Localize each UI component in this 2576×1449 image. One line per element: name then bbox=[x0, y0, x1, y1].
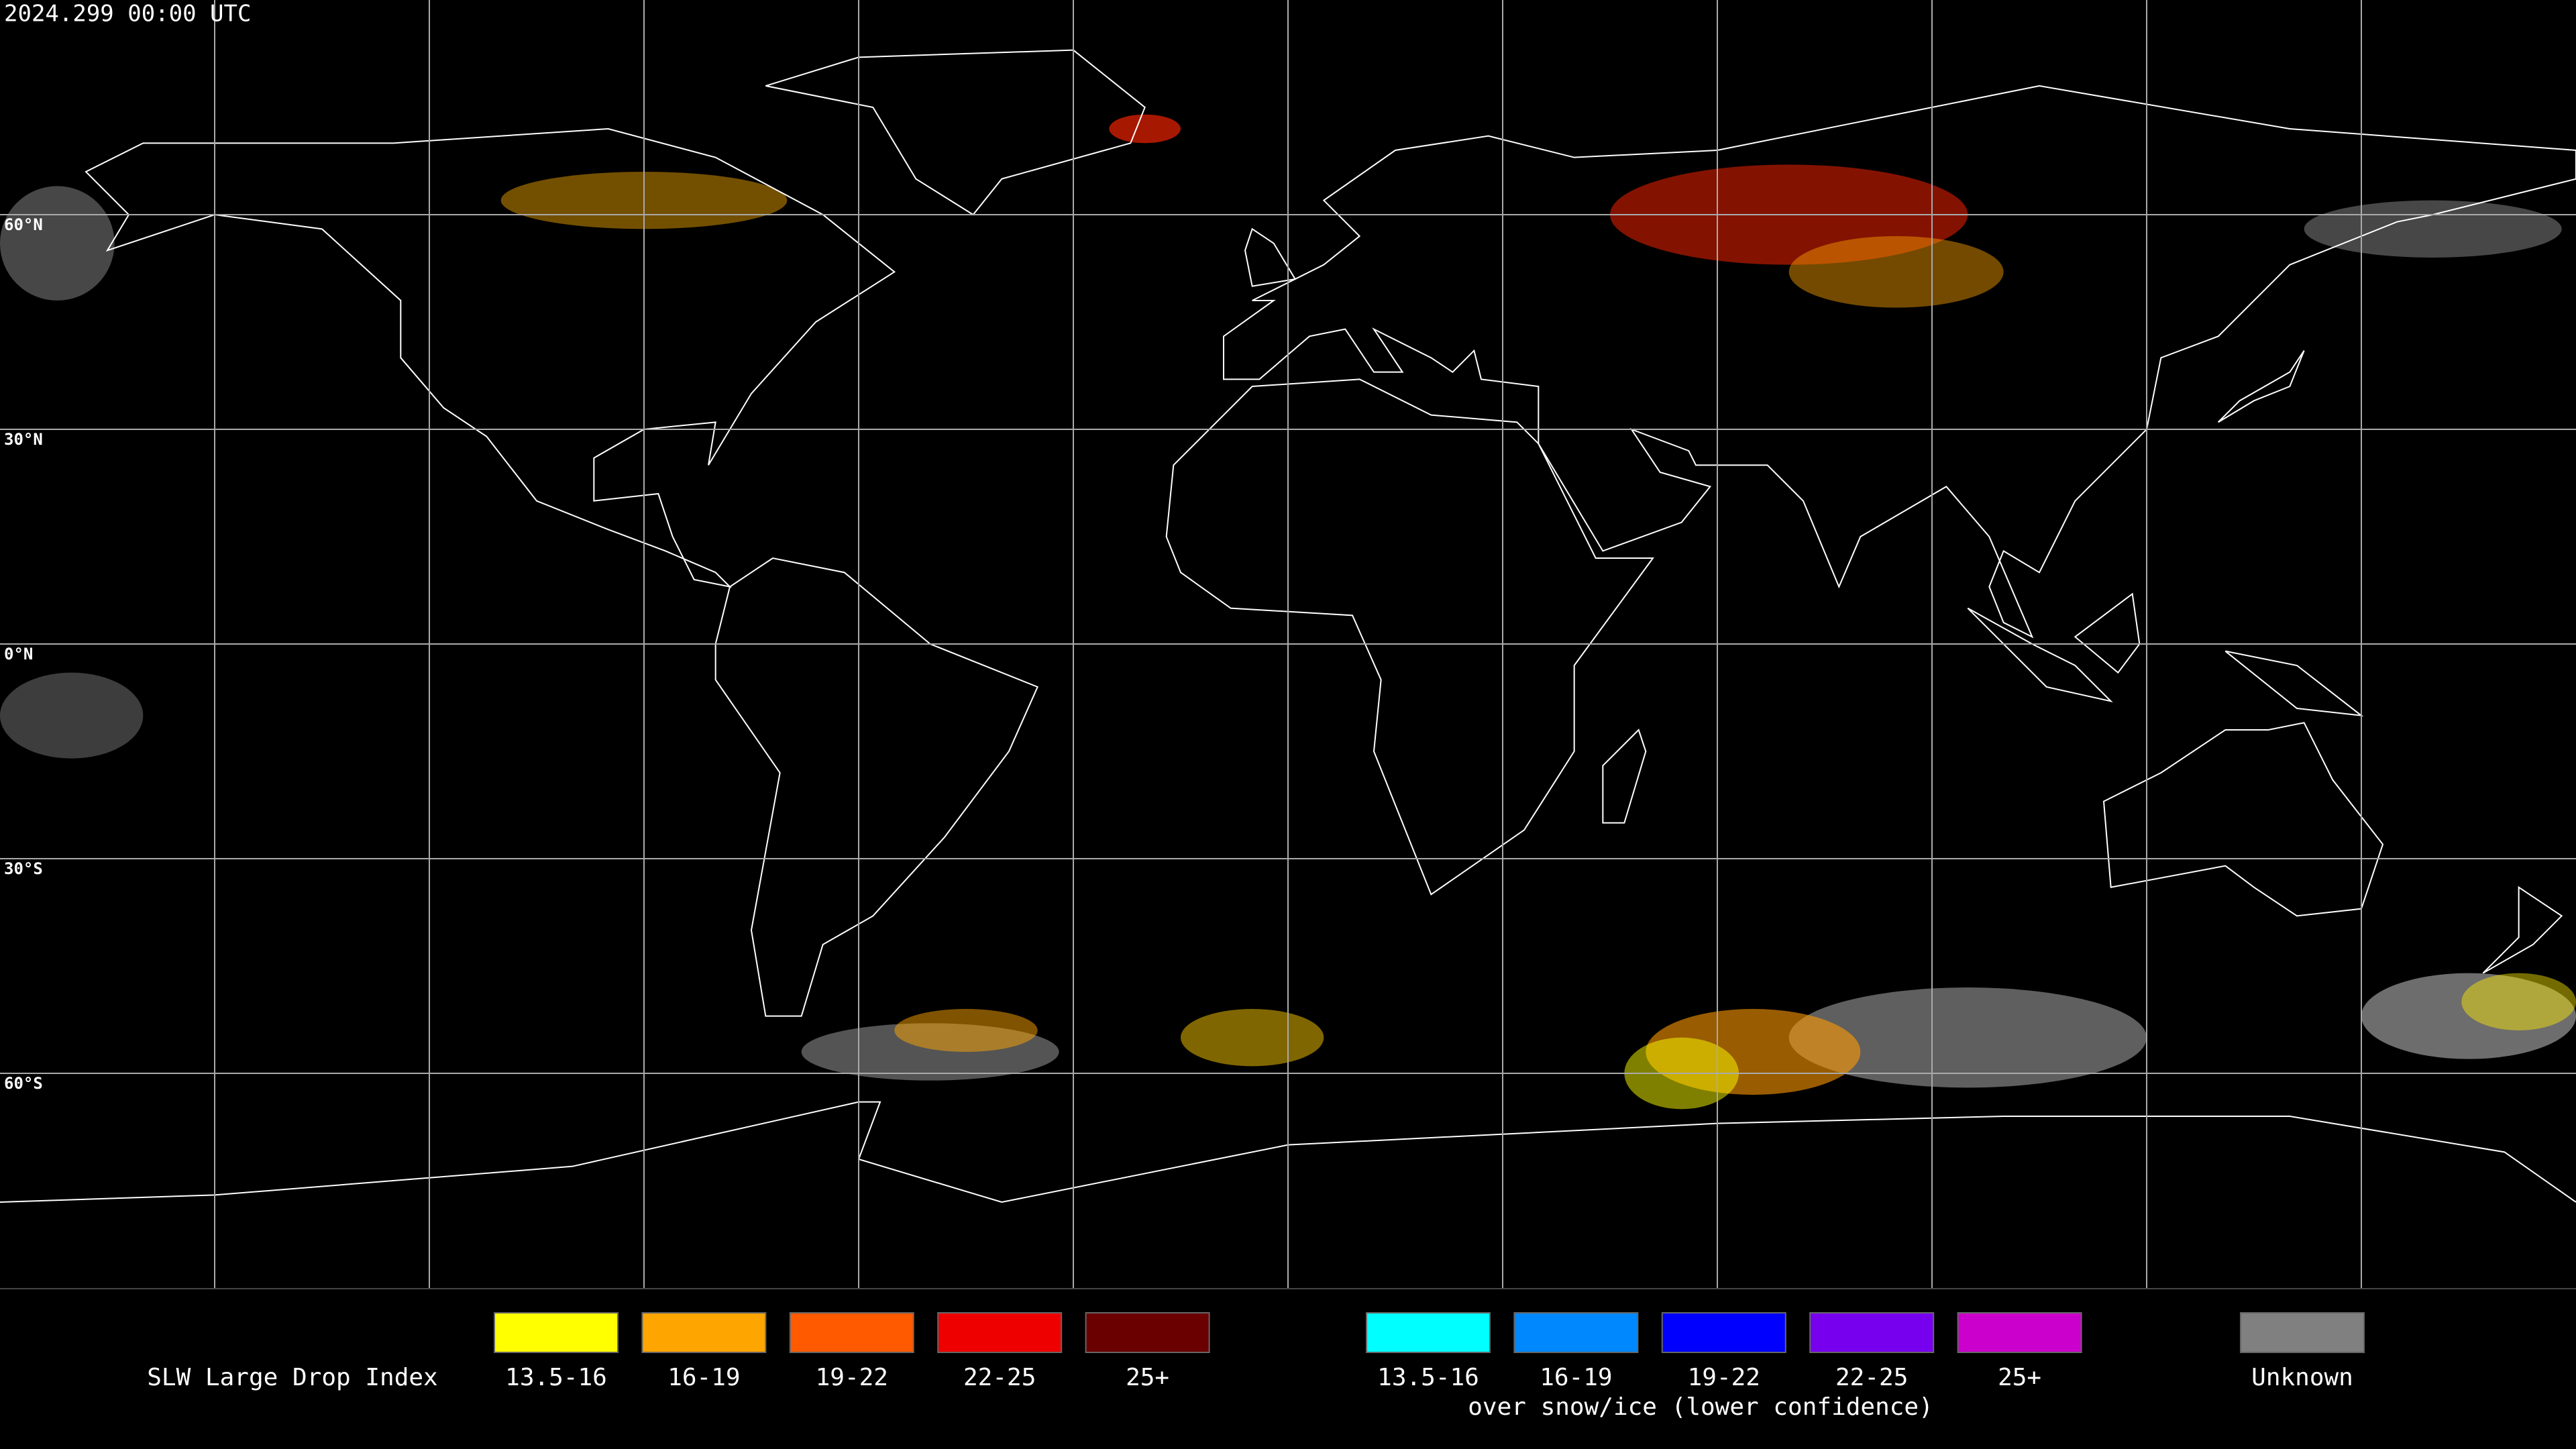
legend-label: 13.5-16 bbox=[505, 1364, 607, 1391]
legend-label: 25+ bbox=[1126, 1364, 1169, 1391]
legend-label: 22-25 bbox=[963, 1364, 1036, 1391]
legend-label: 19-22 bbox=[1688, 1364, 1760, 1391]
legend-swatch bbox=[1809, 1312, 1935, 1353]
legend-swatch bbox=[1661, 1312, 1786, 1353]
legend-label: 13.5-16 bbox=[1377, 1364, 1479, 1391]
legend-label: 16-19 bbox=[1540, 1364, 1612, 1391]
legend-label: Unknown bbox=[2251, 1364, 2353, 1391]
legend-note: over snow/ice (lower confidence) bbox=[1468, 1393, 1933, 1421]
latitude-label: 0°N bbox=[4, 645, 33, 663]
legend-label: 19-22 bbox=[816, 1364, 888, 1391]
legend-swatch bbox=[1513, 1312, 1639, 1353]
legend-title: SLW Large Drop Index bbox=[147, 1364, 437, 1391]
legend-swatch bbox=[789, 1312, 914, 1353]
legend-swatch bbox=[641, 1312, 767, 1353]
legend-label: 25+ bbox=[1998, 1364, 2041, 1391]
graticule bbox=[0, 0, 2576, 1288]
legend-swatch bbox=[1366, 1312, 1491, 1353]
legend-swatch bbox=[2240, 1312, 2365, 1353]
timestamp: 2024.299 00:00 UTC bbox=[4, 1, 251, 28]
legend-swatch bbox=[1085, 1312, 1210, 1353]
legend-swatch bbox=[937, 1312, 1063, 1353]
latitude-label: 60°S bbox=[4, 1074, 43, 1093]
legend-label: 22-25 bbox=[1835, 1364, 1908, 1391]
legend-swatch bbox=[1957, 1312, 2082, 1353]
legend-label: 16-19 bbox=[667, 1364, 740, 1391]
latitude-label: 30°S bbox=[4, 859, 43, 878]
latitude-label: 60°N bbox=[4, 215, 43, 234]
legend-swatch bbox=[494, 1312, 619, 1353]
latitude-label: 30°N bbox=[4, 430, 43, 449]
